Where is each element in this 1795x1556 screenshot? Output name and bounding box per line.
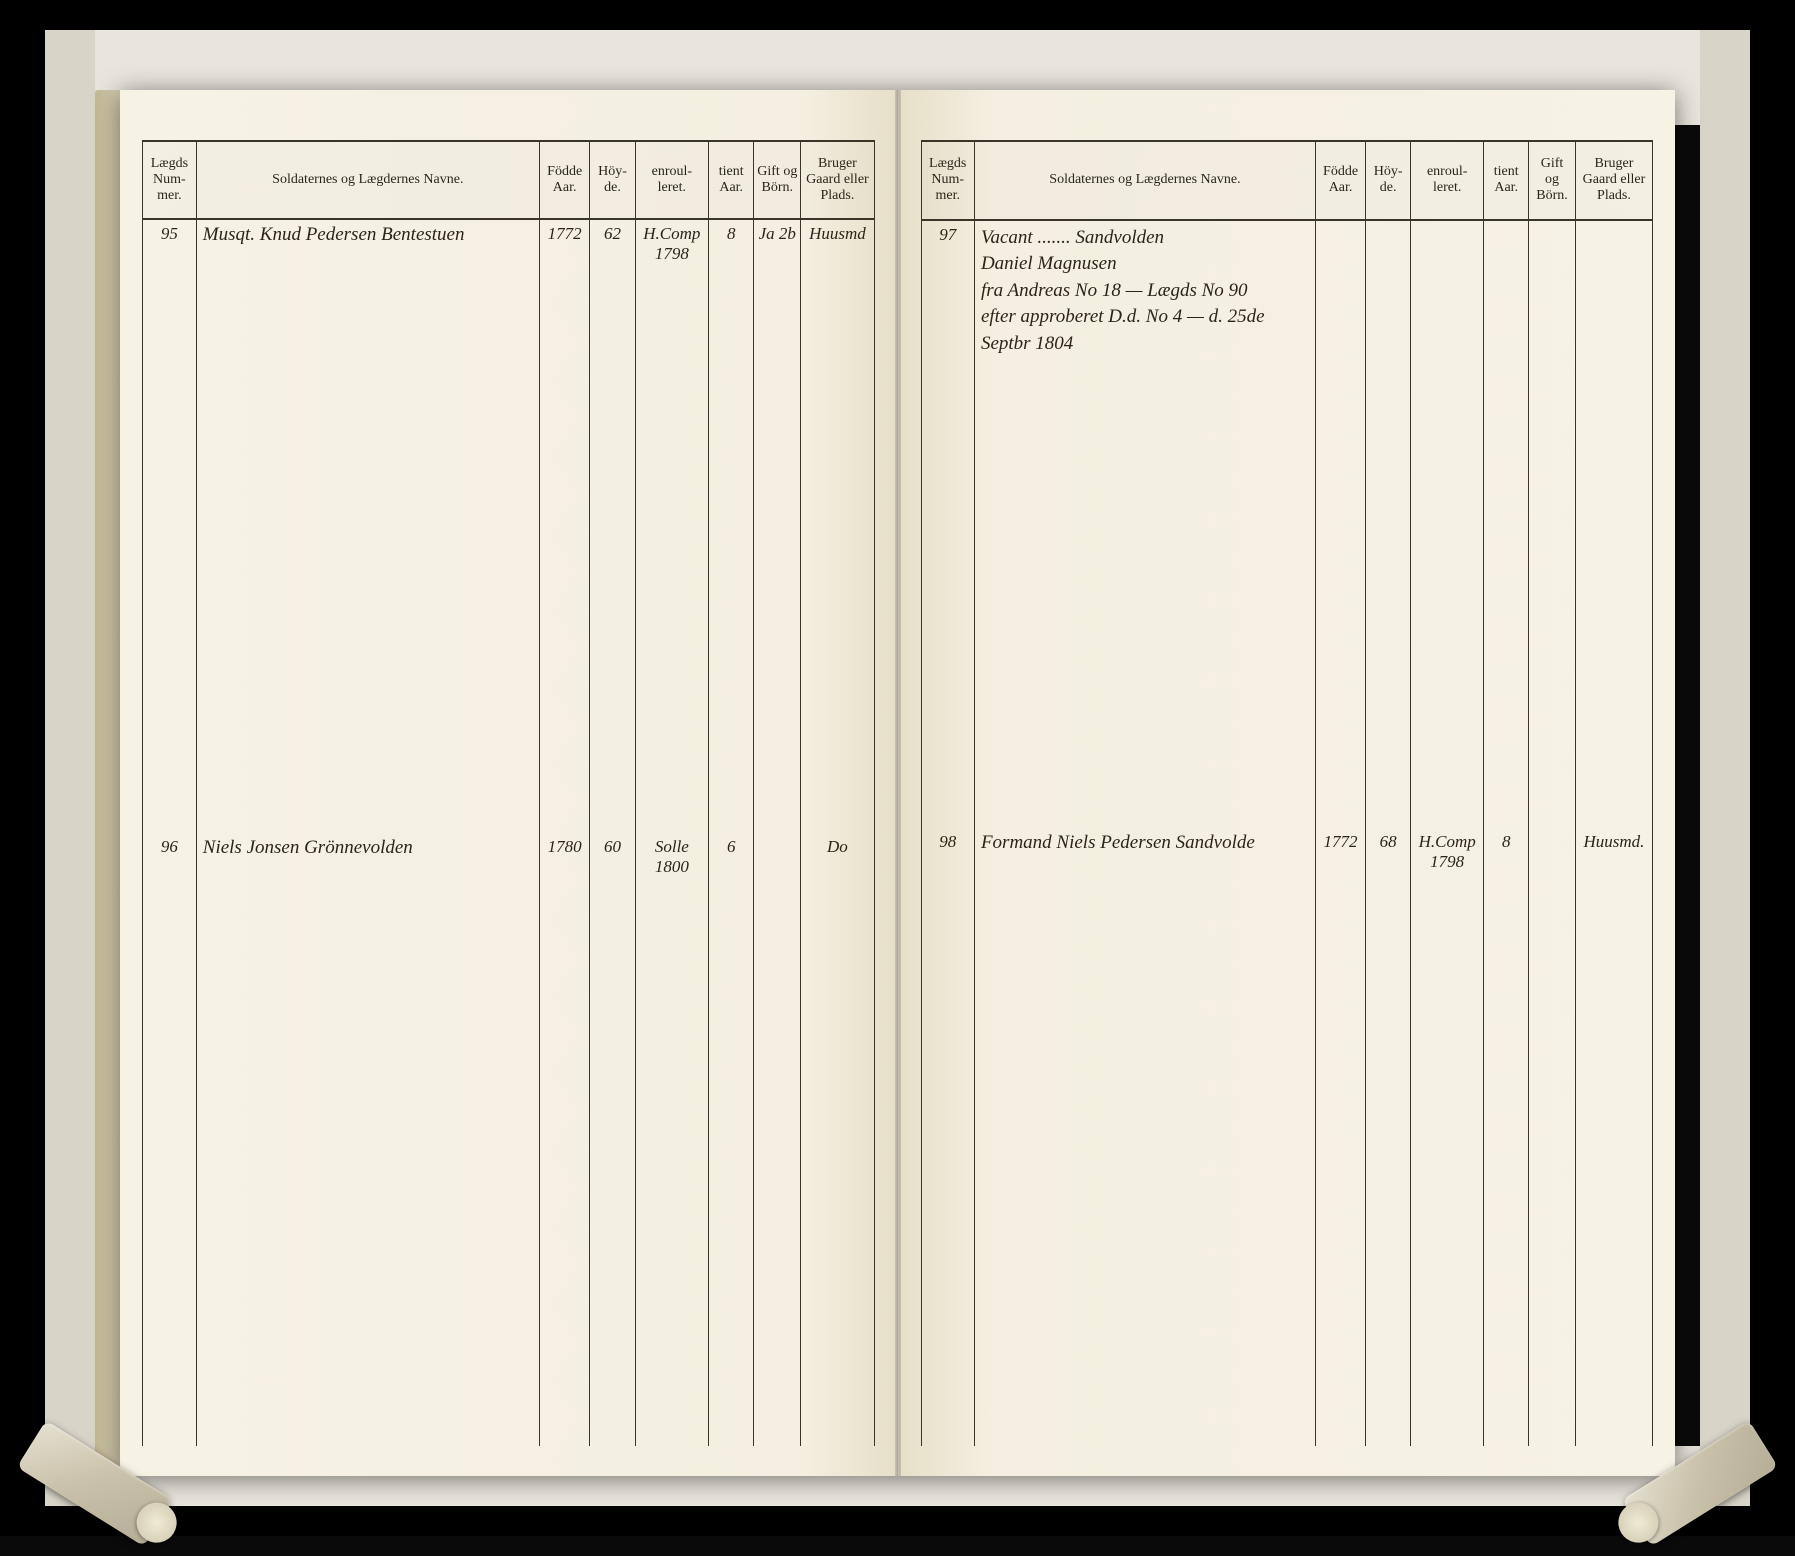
cell-num: 95 <box>143 219 197 275</box>
right-ledger-table: Lægds Num-mer. Soldaternes og Lægdernes … <box>921 140 1654 1446</box>
col-enroulleret: enroul-leret. <box>1411 141 1484 220</box>
cell-num: 98 <box>921 828 974 884</box>
cell-hoyde: 60 <box>590 833 635 889</box>
name-line: fra Andreas No 18 — Lægds No 90 <box>981 278 1312 305</box>
table-row-spacer <box>921 379 1653 828</box>
cell-hoyde: 62 <box>590 219 635 275</box>
cell-gift <box>1529 220 1576 379</box>
right-page: Lægds Num-mer. Soldaternes og Lægdernes … <box>898 90 1676 1476</box>
col-fodde-aar: Födde Aar. <box>1315 141 1365 220</box>
col-bruger-gaard: Bruger Gaard eller Plads. <box>1575 141 1652 220</box>
cell-tient: 8 <box>709 219 754 275</box>
col-laegds-nummer: Lægds Num-mer. <box>143 141 197 219</box>
cell-tient: 8 <box>1484 828 1529 884</box>
table-row: 97 Vacant ....... Sandvolden Daniel Magn… <box>921 220 1653 379</box>
cell-gift <box>754 833 801 889</box>
cell-fodde: 1772 <box>539 219 590 275</box>
cell-gift: Ja 2b <box>754 219 801 275</box>
left-page: Lægds Num-mer. Soldaternes og Lægdernes … <box>120 90 898 1476</box>
name-line: Vacant ....... Sandvolden <box>981 225 1312 252</box>
name-line: Daniel Magnusen <box>981 251 1312 278</box>
col-tient-aar: tient Aar. <box>1484 141 1529 220</box>
col-navne: Soldaternes og Lægdernes Navne. <box>974 141 1315 220</box>
col-hoyde: Höy-de. <box>1366 141 1411 220</box>
cell-num: 97 <box>921 220 974 379</box>
cell-enroul <box>1411 220 1484 379</box>
table-row: 96 Niels Jonsen Grönnevolden 1780 60 Sol… <box>143 833 875 889</box>
cell-fodde: 1780 <box>539 833 590 889</box>
cell-plads: Do <box>801 833 874 889</box>
cell-tient <box>1484 220 1529 379</box>
table-row-spacer <box>921 884 1653 1446</box>
col-gift-born: Gift og Börn. <box>754 141 801 219</box>
name-line: efter approberet D.d. No 4 — d. 25de Sep… <box>981 304 1312 357</box>
col-bruger-gaard: Bruger Gaard eller Plads. <box>801 141 874 219</box>
cell-plads: Huusmd. <box>1575 828 1652 884</box>
cell-name: Niels Jonsen Grönnevolden <box>196 833 539 889</box>
cell-enroul: H.Comp 1798 <box>1411 828 1484 884</box>
table-header-row: Lægds Num-mer. Soldaternes og Lægdernes … <box>921 141 1653 220</box>
cell-fodde: 1772 <box>1315 828 1365 884</box>
cell-enroul: Solle 1800 <box>635 833 709 889</box>
book-gutter <box>895 90 901 1476</box>
cell-name-multiline: Vacant ....... Sandvolden Daniel Magnuse… <box>974 220 1315 379</box>
col-fodde-aar: Födde Aar. <box>539 141 590 219</box>
backdrop-right <box>1700 30 1750 1506</box>
cell-name: Musqt. Knud Pedersen Bentestuen <box>196 219 539 275</box>
cell-fodde <box>1315 220 1365 379</box>
cell-num: 96 <box>143 833 197 889</box>
table-row: 95 Musqt. Knud Pedersen Bentestuen 1772 … <box>143 219 875 275</box>
left-ledger-table: Lægds Num-mer. Soldaternes og Lægdernes … <box>142 140 875 1446</box>
cell-hoyde: 68 <box>1366 828 1411 884</box>
col-laegds-nummer: Lægds Num-mer. <box>921 141 974 220</box>
col-enroulleret: enroul-leret. <box>635 141 709 219</box>
backdrop-left <box>45 30 95 1506</box>
cell-tient: 6 <box>709 833 754 889</box>
col-gift-born: Gift og Börn. <box>1529 141 1576 220</box>
cell-plads <box>1575 220 1652 379</box>
col-tient-aar: tient Aar. <box>709 141 754 219</box>
col-navne: Soldaternes og Lægdernes Navne. <box>196 141 539 219</box>
table-header-row: Lægds Num-mer. Soldaternes og Lægdernes … <box>143 141 875 219</box>
cell-hoyde <box>1366 220 1411 379</box>
cell-enroul: H.Comp 1798 <box>635 219 709 275</box>
table-row: 98 Formand Niels Pedersen Sandvolde 1772… <box>921 828 1653 884</box>
table-row-spacer <box>143 888 875 1446</box>
table-row-spacer <box>143 275 875 833</box>
cell-name: Formand Niels Pedersen Sandvolde <box>974 828 1315 884</box>
cell-plads: Huusmd <box>801 219 874 275</box>
cell-gift <box>1529 828 1576 884</box>
col-hoyde: Höy-de. <box>590 141 635 219</box>
